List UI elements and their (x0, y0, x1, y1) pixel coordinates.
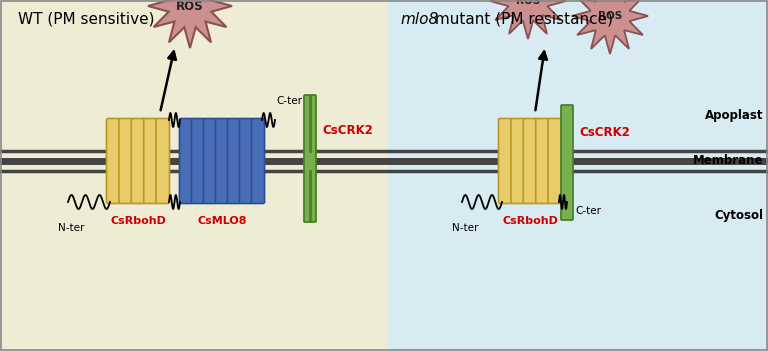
Text: CsCRK2: CsCRK2 (579, 126, 630, 139)
Text: CsRbohD: CsRbohD (502, 216, 558, 226)
FancyBboxPatch shape (191, 119, 204, 204)
Text: Apoplast: Apoplast (704, 110, 763, 122)
FancyBboxPatch shape (304, 95, 316, 222)
FancyBboxPatch shape (107, 119, 120, 204)
Text: N-ter: N-ter (58, 223, 84, 233)
FancyBboxPatch shape (511, 119, 525, 204)
FancyBboxPatch shape (156, 119, 170, 204)
Text: Cytosol: Cytosol (714, 210, 763, 223)
Text: C-ter: C-ter (276, 96, 302, 106)
Text: N-ter: N-ter (452, 223, 478, 233)
Text: Membrane: Membrane (693, 154, 763, 167)
Bar (388, 0, 768, 351)
FancyBboxPatch shape (561, 105, 573, 220)
Polygon shape (490, 0, 566, 39)
Text: C-ter: C-ter (575, 206, 601, 216)
Text: mlo8: mlo8 (400, 12, 439, 27)
Text: ROS: ROS (176, 0, 204, 13)
Text: ROS: ROS (598, 11, 622, 21)
Text: WT (PM sensitive): WT (PM sensitive) (18, 12, 154, 27)
FancyBboxPatch shape (523, 119, 537, 204)
Text: ROS: ROS (516, 0, 540, 6)
FancyBboxPatch shape (216, 119, 229, 204)
FancyBboxPatch shape (536, 119, 549, 204)
FancyBboxPatch shape (180, 119, 193, 204)
FancyBboxPatch shape (204, 119, 217, 204)
FancyBboxPatch shape (498, 119, 512, 204)
Polygon shape (572, 0, 648, 54)
FancyBboxPatch shape (240, 119, 253, 204)
Bar (0, 0, 388, 351)
Text: CsMLO8: CsMLO8 (197, 216, 247, 226)
FancyBboxPatch shape (119, 119, 132, 204)
FancyBboxPatch shape (548, 119, 561, 204)
Polygon shape (148, 0, 232, 48)
Text: CsCRK2: CsCRK2 (322, 125, 373, 138)
FancyBboxPatch shape (227, 119, 240, 204)
Text: CsRbohD: CsRbohD (110, 216, 166, 226)
FancyBboxPatch shape (131, 119, 144, 204)
FancyBboxPatch shape (144, 119, 157, 204)
FancyBboxPatch shape (251, 119, 264, 204)
Text: mutant (PM resistance): mutant (PM resistance) (430, 12, 613, 27)
